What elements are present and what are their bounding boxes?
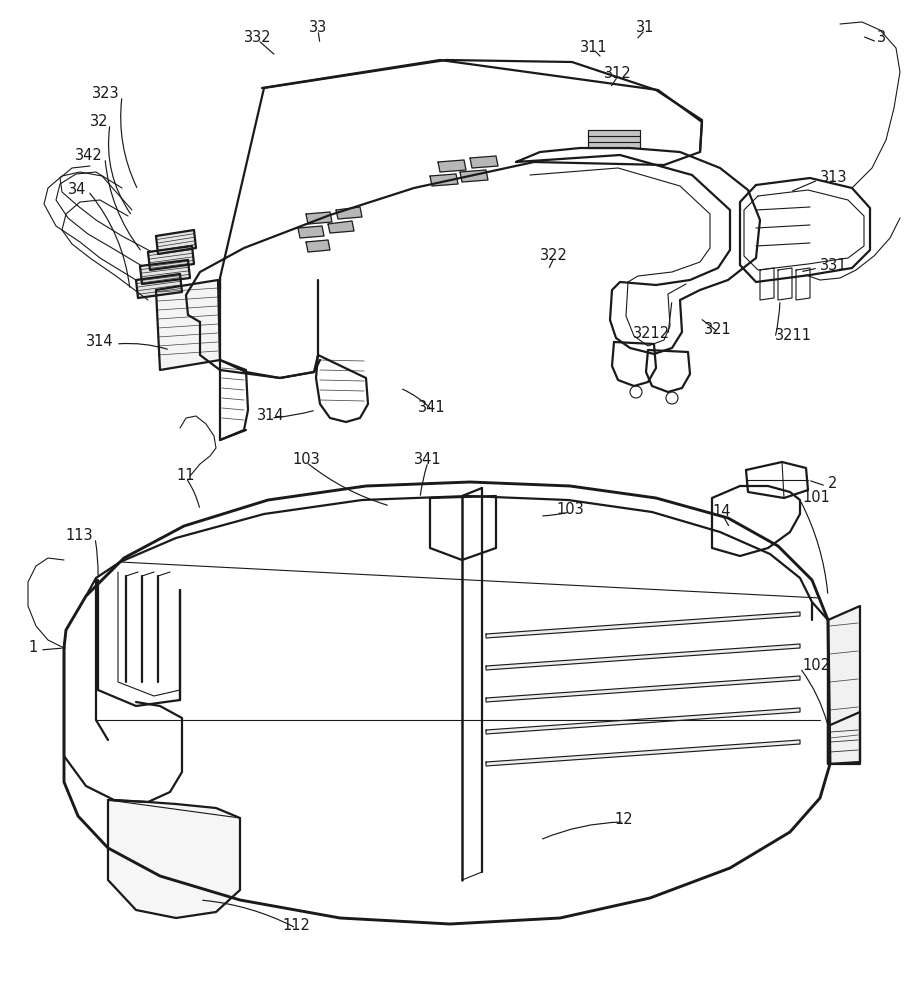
Text: 323: 323 xyxy=(93,87,120,102)
Text: 321: 321 xyxy=(704,322,732,338)
Text: 103: 103 xyxy=(292,452,320,468)
Polygon shape xyxy=(486,708,800,734)
Polygon shape xyxy=(470,156,498,168)
Text: 313: 313 xyxy=(820,170,847,186)
Polygon shape xyxy=(486,740,800,766)
Text: 33: 33 xyxy=(309,20,327,35)
Text: 341: 341 xyxy=(419,400,446,416)
Polygon shape xyxy=(828,606,860,764)
Text: 332: 332 xyxy=(245,30,272,45)
Polygon shape xyxy=(136,274,182,298)
Text: 331: 331 xyxy=(820,257,847,272)
Polygon shape xyxy=(460,170,488,182)
Polygon shape xyxy=(306,212,332,224)
Text: 1: 1 xyxy=(28,641,38,656)
Text: 103: 103 xyxy=(556,502,583,518)
Text: 341: 341 xyxy=(414,452,442,468)
Polygon shape xyxy=(108,800,240,918)
Text: 314: 314 xyxy=(257,408,285,424)
Polygon shape xyxy=(336,207,362,219)
Text: 32: 32 xyxy=(90,114,108,129)
Text: 12: 12 xyxy=(615,812,633,828)
Polygon shape xyxy=(156,280,220,370)
Text: 314: 314 xyxy=(86,334,114,350)
Text: 113: 113 xyxy=(65,528,93,544)
Text: 322: 322 xyxy=(540,247,568,262)
Text: 311: 311 xyxy=(580,39,608,54)
Text: 2: 2 xyxy=(828,477,837,491)
Text: 31: 31 xyxy=(636,20,654,35)
Text: 102: 102 xyxy=(802,658,830,674)
Text: 101: 101 xyxy=(802,490,830,506)
Polygon shape xyxy=(156,230,196,254)
Text: 3212: 3212 xyxy=(633,326,670,340)
Text: 14: 14 xyxy=(713,504,731,520)
Text: 112: 112 xyxy=(282,918,310,934)
Polygon shape xyxy=(148,246,194,270)
Polygon shape xyxy=(328,221,354,233)
Polygon shape xyxy=(306,240,330,252)
Text: 342: 342 xyxy=(75,148,103,163)
Polygon shape xyxy=(298,226,324,238)
Text: 3211: 3211 xyxy=(775,328,812,344)
Polygon shape xyxy=(486,612,800,638)
Polygon shape xyxy=(438,160,466,172)
Text: 3: 3 xyxy=(877,30,886,45)
Polygon shape xyxy=(486,676,800,702)
Text: 11: 11 xyxy=(177,468,195,484)
Text: 34: 34 xyxy=(68,182,86,196)
Polygon shape xyxy=(486,644,800,670)
Polygon shape xyxy=(430,174,458,186)
Text: 312: 312 xyxy=(605,66,632,81)
Polygon shape xyxy=(140,260,190,284)
Polygon shape xyxy=(588,130,640,148)
